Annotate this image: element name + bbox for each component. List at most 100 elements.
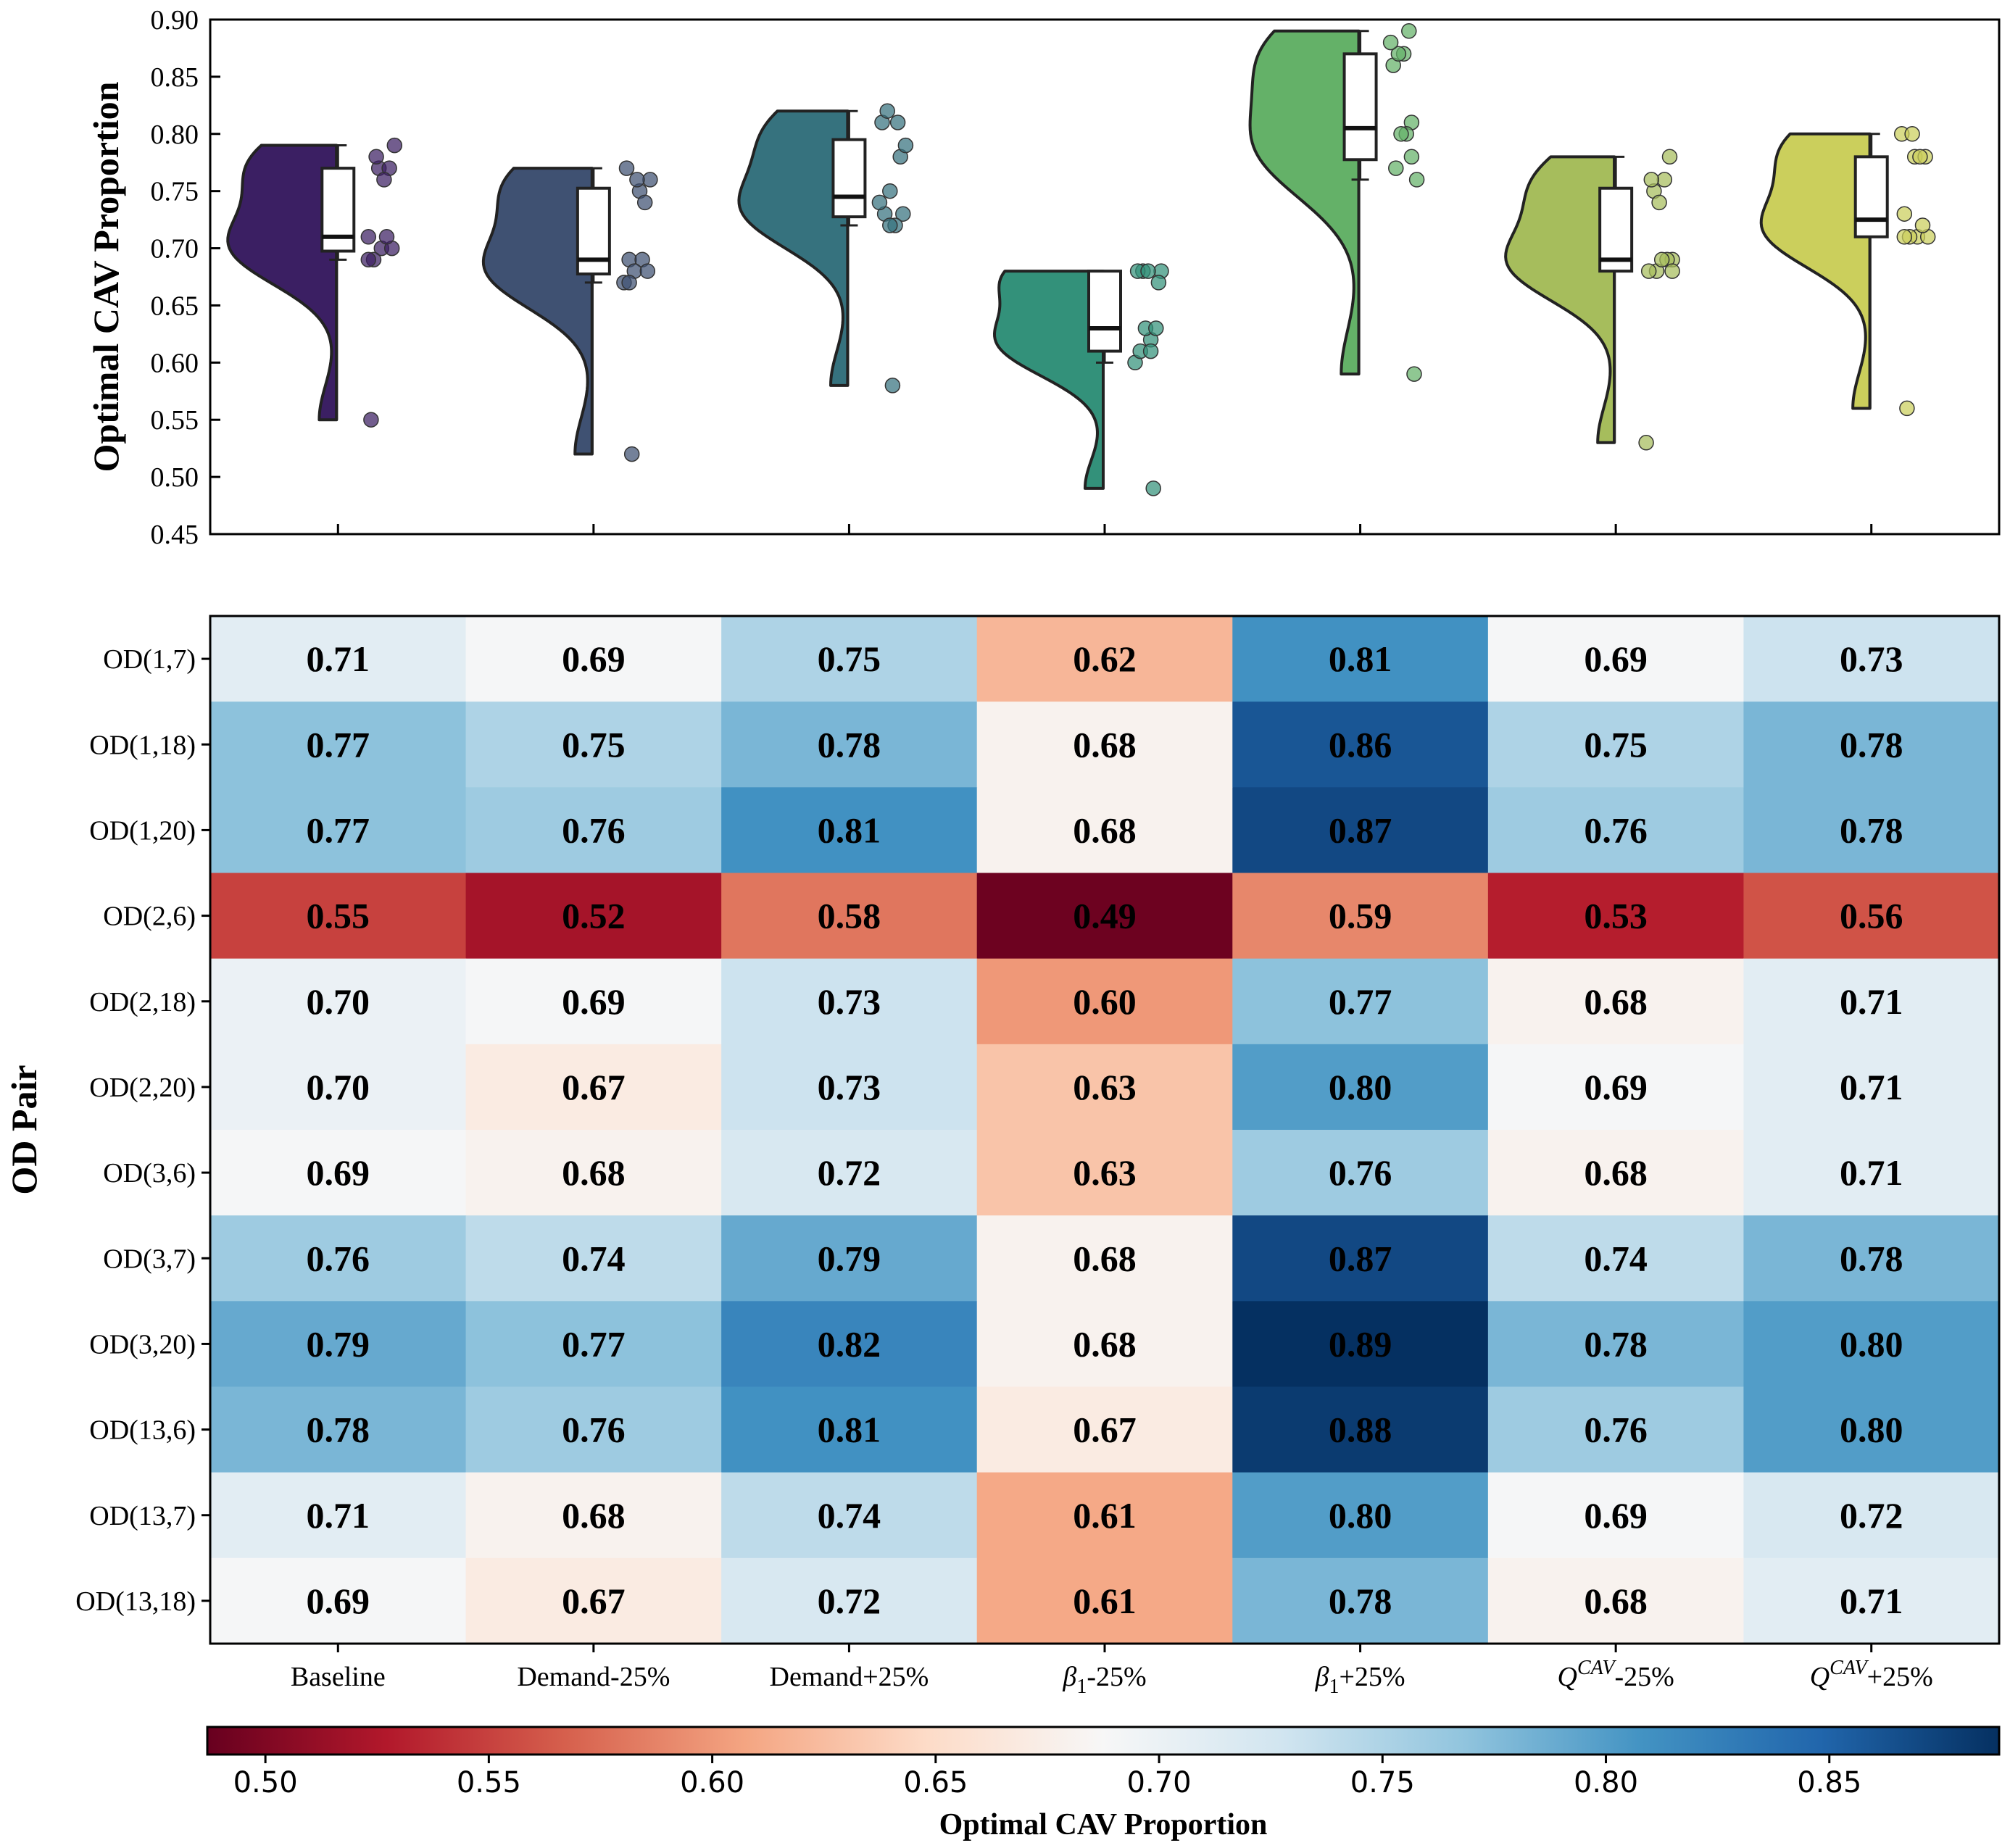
heatmap-cell-label: 0.78	[1329, 1581, 1392, 1621]
raincloud-point	[884, 378, 901, 394]
heatmap-cell-label: 0.72	[1840, 1495, 1903, 1536]
heatmap-cell	[1232, 1215, 1489, 1302]
heatmap-cell	[721, 702, 978, 788]
heatmap-cell	[210, 1301, 467, 1388]
heatmap-cell-label: 0.53	[1584, 896, 1648, 936]
raincloud-point	[386, 137, 403, 154]
raincloud-point	[882, 217, 898, 233]
colorbar-tick-label: 0.60	[680, 1766, 744, 1799]
heatmap-cell-label: 0.87	[1329, 1238, 1392, 1278]
heatmap-column-label: Demand+25%	[770, 1662, 929, 1692]
heatmap-cell-label: 0.68	[1584, 981, 1648, 1022]
heatmap-cell-label: 0.76	[562, 809, 626, 850]
raincloud-point	[871, 194, 888, 211]
heatmap-cell	[1743, 616, 2000, 702]
heatmap-cell	[1487, 616, 1745, 702]
heatmap-cell	[976, 1130, 1233, 1216]
raincloud-point	[1914, 217, 1931, 233]
raincloud-point	[1661, 149, 1678, 165]
heatmap-cell-label: 0.78	[1840, 724, 1903, 765]
heatmap-cell	[1743, 1301, 2000, 1388]
raincloud-point	[636, 194, 653, 211]
raincloud-point	[1150, 275, 1167, 291]
raincloud-violin	[1248, 29, 1361, 376]
heatmap-cell	[210, 873, 467, 960]
heatmap-cell-label: 0.71	[1840, 1152, 1903, 1193]
raincloud-point	[879, 103, 895, 119]
heatmap-cell	[1487, 958, 1745, 1045]
heatmap-cell	[976, 1044, 1233, 1131]
raincloud-point	[1403, 149, 1420, 165]
heatmap-cell-label: 0.68	[1073, 809, 1137, 850]
heatmap-cell-label: 0.77	[307, 724, 370, 765]
raincloud-point	[623, 446, 640, 462]
raincloud-y-tick-label: 0.60	[151, 348, 199, 378]
heatmap-cell	[1487, 1044, 1745, 1131]
heatmap-cell-label: 0.76	[562, 1410, 626, 1450]
heatmap-cell	[1743, 1557, 2000, 1644]
heatmap-cell-label: 0.82	[818, 1323, 881, 1364]
heatmap-cell	[1232, 873, 1489, 960]
heatmap-row-label: OD(3,20)	[89, 1329, 196, 1360]
heatmap-row-label: OD(2,18)	[89, 987, 196, 1017]
heatmap-cell-label: 0.80	[1329, 1495, 1392, 1536]
heatmap-cell	[1487, 873, 1745, 960]
raincloud-point	[1382, 34, 1399, 51]
heatmap-cell	[1743, 702, 2000, 788]
raincloud-point	[1912, 149, 1928, 165]
heatmap-row-label: OD(1,20)	[89, 815, 196, 846]
heatmap-cell	[721, 1472, 978, 1559]
heatmap-cell	[210, 1386, 467, 1473]
raincloud-violin	[1504, 155, 1616, 444]
heatmap-cell-label: 0.80	[1840, 1410, 1903, 1450]
heatmap-cell-label: 0.68	[562, 1152, 626, 1193]
raincloud-violin	[993, 270, 1105, 490]
heatmap-cell-label: 0.49	[1073, 896, 1137, 936]
heatmap-cell	[210, 1130, 467, 1216]
heatmap-cell	[1487, 1472, 1745, 1559]
raincloud-panel: 0.45 0.50 0.55 0.60 0.65 0.70 0.75 0.80 0.85 0.90…	[86, 5, 2001, 550]
heatmap-cell	[1487, 1386, 1745, 1473]
heatmap-cell	[1487, 1130, 1745, 1216]
heatmap-cell-label: 0.77	[562, 1323, 626, 1364]
raincloud-point	[897, 137, 914, 154]
raincloud-y-tick-label: 0.45	[151, 520, 199, 550]
heatmap-cell	[1232, 1386, 1489, 1473]
heatmap-cell-label: 0.72	[818, 1581, 881, 1621]
heatmap-cell	[210, 1044, 467, 1131]
colorbar-tick-label: 0.70	[1127, 1766, 1192, 1799]
heatmap-cell	[1487, 702, 1745, 788]
heatmap-cell	[1232, 958, 1489, 1045]
heatmap-cell	[976, 702, 1233, 788]
heatmap-cell-label: 0.79	[818, 1238, 881, 1278]
raincloud-point	[1390, 46, 1407, 62]
heatmap-cell-label: 0.87	[1329, 809, 1392, 850]
heatmap-cell-label: 0.58	[818, 896, 881, 936]
heatmap-cell-label: 0.74	[562, 1238, 626, 1278]
raincloud-y-tick-label: 0.65	[151, 291, 199, 321]
heatmap-cell	[465, 958, 722, 1045]
heatmap-cell	[465, 616, 722, 702]
heatmap-cell	[721, 787, 978, 874]
raincloud-point	[618, 160, 635, 176]
heatmap-cell	[976, 1557, 1233, 1644]
heatmap-cell-label: 0.71	[1840, 1581, 1903, 1621]
raincloud-point	[378, 229, 395, 245]
heatmap-row-label: OD(3,6)	[103, 1158, 196, 1189]
raincloud-point	[368, 149, 384, 165]
raincloud-point	[629, 172, 645, 188]
raincloud-y-axis-label: Optimal CAV Proportion	[86, 81, 126, 472]
raincloud-point	[363, 412, 379, 428]
colorbar-tick-label: 0.75	[1350, 1766, 1415, 1799]
heatmap-row-label: OD(13,6)	[89, 1415, 196, 1446]
raincloud-point	[889, 115, 906, 130]
raincloud-point	[360, 229, 377, 245]
raincloud-point	[1148, 320, 1164, 336]
raincloud-violin	[1759, 132, 1872, 410]
heatmap-cell-label: 0.86	[1329, 724, 1392, 765]
heatmap-cell	[210, 1472, 467, 1559]
heatmap-column-label: QCAV-25%	[1558, 1657, 1674, 1692]
heatmap-cell	[976, 873, 1233, 960]
heatmap-cell-label: 0.73	[1840, 638, 1903, 679]
